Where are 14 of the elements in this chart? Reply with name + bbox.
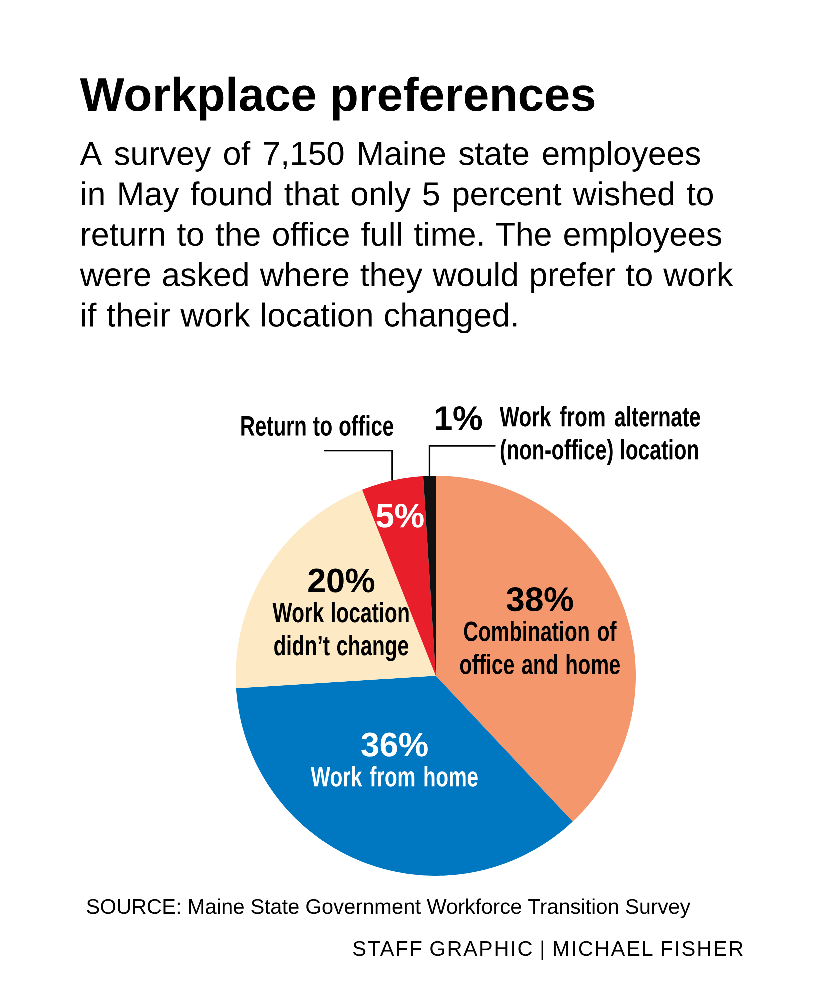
data-label: 5% <box>376 504 424 528</box>
data-label: 20% <box>308 568 375 593</box>
chart-title: Workplace preferences <box>80 76 595 121</box>
slice-label: Return to office <box>242 416 394 436</box>
data-label: 36% <box>362 732 428 757</box>
text: STAFF GRAPHIC | MICHAEL FISHER <box>353 940 743 960</box>
slice-label: Work from alternate (non-office) location <box>500 406 700 466</box>
source-note: SOURCE: Maine State Government Workforce Transition Survey <box>87 898 691 918</box>
data-label: 38% <box>506 587 574 612</box>
chart-subtitle: A survey of 7,150 Maine state employees in May found that only 5 percent wished to return to the office full time. The employees were asked where they would prefer to work if their work location changed. <box>80 141 734 334</box>
slice-label: Combination of office and home <box>460 620 620 675</box>
slice-label: Work from home <box>310 766 478 787</box>
data-label: 1% <box>436 406 482 430</box>
slice-label: Work location didn’t change <box>272 602 409 662</box>
